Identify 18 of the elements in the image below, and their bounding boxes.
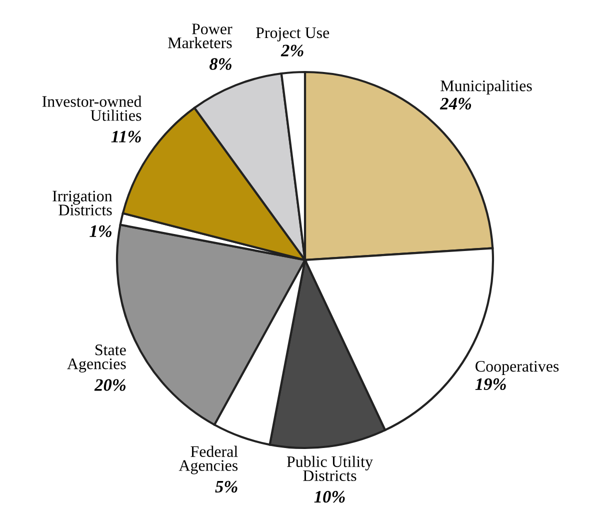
slice-label: Power Marketers — [168, 24, 232, 48]
slice-label: Public Utility Districts — [286, 456, 373, 482]
data-label: 8% — [210, 58, 232, 70]
data-label: 2% — [280, 44, 304, 56]
slice-label: Project Use — [256, 27, 330, 42]
slice-label: Cooperatives — [476, 360, 559, 375]
data-label: 20% — [94, 379, 126, 391]
data-label: 19% — [475, 378, 506, 390]
slice-label: Investor-owned Utilities — [42, 96, 142, 121]
data-label: 10% — [314, 490, 345, 503]
slice-label: Municipalities — [440, 80, 532, 94]
data-label: 1% — [90, 225, 112, 238]
data-label: 5% — [215, 480, 238, 493]
slice-label: Irrigation Districts — [52, 190, 112, 216]
data-label: 24% — [440, 98, 472, 110]
data-label: 11% — [111, 130, 141, 143]
slice-label: Federal Agencies — [178, 446, 238, 474]
slice-label: State Agencies — [67, 344, 126, 373]
